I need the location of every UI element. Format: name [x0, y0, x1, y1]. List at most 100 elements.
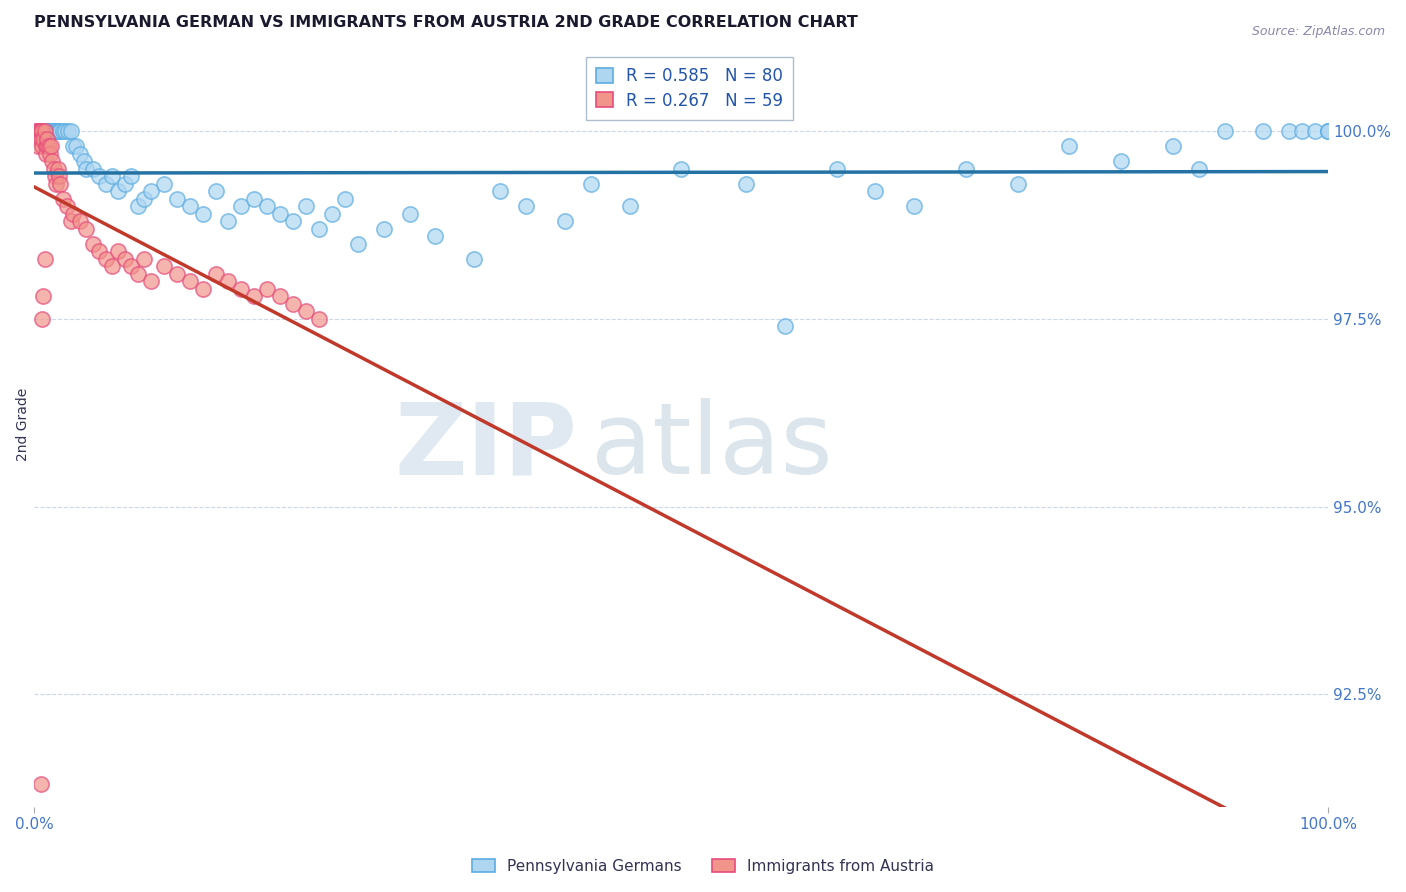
- Point: [1007, 177, 1029, 191]
- Point: [27, 124, 49, 138]
- Point: [28, 131, 51, 145]
- Point: [773, 319, 796, 334]
- Point: [32, 289, 55, 303]
- Point: [69, 146, 91, 161]
- Point: [45, 124, 67, 138]
- Point: [1253, 124, 1275, 138]
- Point: [38, 139, 60, 153]
- Point: [735, 177, 758, 191]
- Point: [243, 192, 266, 206]
- Point: [24, 124, 46, 138]
- Point: [38, 124, 60, 138]
- Point: [72, 154, 94, 169]
- Point: [1213, 124, 1236, 138]
- Point: [107, 184, 129, 198]
- Point: [114, 177, 136, 191]
- Point: [44, 124, 66, 138]
- Point: [37, 139, 59, 153]
- Text: ZIP: ZIP: [395, 399, 578, 495]
- Point: [94, 252, 117, 266]
- Point: [30, 131, 52, 145]
- Point: [56, 124, 79, 138]
- Point: [179, 274, 201, 288]
- Point: [256, 199, 278, 213]
- Point: [1161, 139, 1184, 153]
- Point: [30, 777, 52, 791]
- Point: [69, 214, 91, 228]
- Point: [107, 244, 129, 259]
- Point: [42, 161, 65, 176]
- Point: [27, 124, 49, 138]
- Point: [231, 282, 253, 296]
- Point: [1188, 161, 1211, 176]
- Point: [152, 259, 174, 273]
- Point: [1059, 139, 1081, 153]
- Point: [179, 199, 201, 213]
- Point: [87, 169, 110, 183]
- Point: [31, 124, 53, 138]
- Legend: R = 0.585   N = 80, R = 0.267   N = 59: R = 0.585 N = 80, R = 0.267 N = 59: [586, 57, 793, 120]
- Point: [120, 169, 142, 183]
- Point: [134, 252, 156, 266]
- Point: [55, 199, 77, 213]
- Point: [217, 214, 239, 228]
- Legend: Pennsylvania Germans, Immigrants from Austria: Pennsylvania Germans, Immigrants from Au…: [465, 853, 941, 880]
- Point: [865, 184, 887, 198]
- Point: [243, 289, 266, 303]
- Point: [42, 124, 65, 138]
- Point: [1317, 124, 1340, 138]
- Point: [27, 139, 49, 153]
- Point: [579, 177, 602, 191]
- Point: [52, 124, 75, 138]
- Text: Source: ZipAtlas.com: Source: ZipAtlas.com: [1251, 25, 1385, 38]
- Point: [256, 282, 278, 296]
- Point: [44, 169, 66, 183]
- Point: [31, 139, 53, 153]
- Point: [101, 169, 124, 183]
- Point: [346, 236, 368, 251]
- Point: [38, 124, 60, 138]
- Point: [269, 289, 291, 303]
- Point: [217, 274, 239, 288]
- Point: [166, 267, 188, 281]
- Point: [59, 214, 82, 228]
- Point: [48, 169, 70, 183]
- Point: [28, 124, 51, 138]
- Point: [34, 124, 56, 138]
- Point: [48, 124, 70, 138]
- Point: [1303, 124, 1326, 138]
- Point: [35, 124, 58, 138]
- Point: [191, 207, 214, 221]
- Point: [75, 221, 97, 235]
- Point: [269, 207, 291, 221]
- Point: [1109, 154, 1132, 169]
- Point: [49, 124, 72, 138]
- Point: [619, 199, 641, 213]
- Point: [281, 214, 304, 228]
- Point: [489, 184, 512, 198]
- Point: [94, 177, 117, 191]
- Point: [231, 199, 253, 213]
- Point: [32, 124, 55, 138]
- Point: [25, 124, 48, 138]
- Point: [321, 207, 343, 221]
- Point: [62, 139, 84, 153]
- Point: [82, 161, 104, 176]
- Point: [39, 124, 62, 138]
- Point: [139, 274, 162, 288]
- Point: [37, 124, 59, 138]
- Point: [46, 124, 69, 138]
- Point: [554, 214, 576, 228]
- Point: [134, 192, 156, 206]
- Point: [114, 252, 136, 266]
- Point: [398, 207, 420, 221]
- Point: [152, 177, 174, 191]
- Point: [1291, 124, 1313, 138]
- Point: [308, 311, 330, 326]
- Text: atlas: atlas: [591, 399, 832, 495]
- Point: [32, 131, 55, 145]
- Point: [34, 124, 56, 138]
- Point: [120, 259, 142, 273]
- Point: [204, 184, 226, 198]
- Text: PENNSYLVANIA GERMAN VS IMMIGRANTS FROM AUSTRIA 2ND GRADE CORRELATION CHART: PENNSYLVANIA GERMAN VS IMMIGRANTS FROM A…: [34, 15, 858, 30]
